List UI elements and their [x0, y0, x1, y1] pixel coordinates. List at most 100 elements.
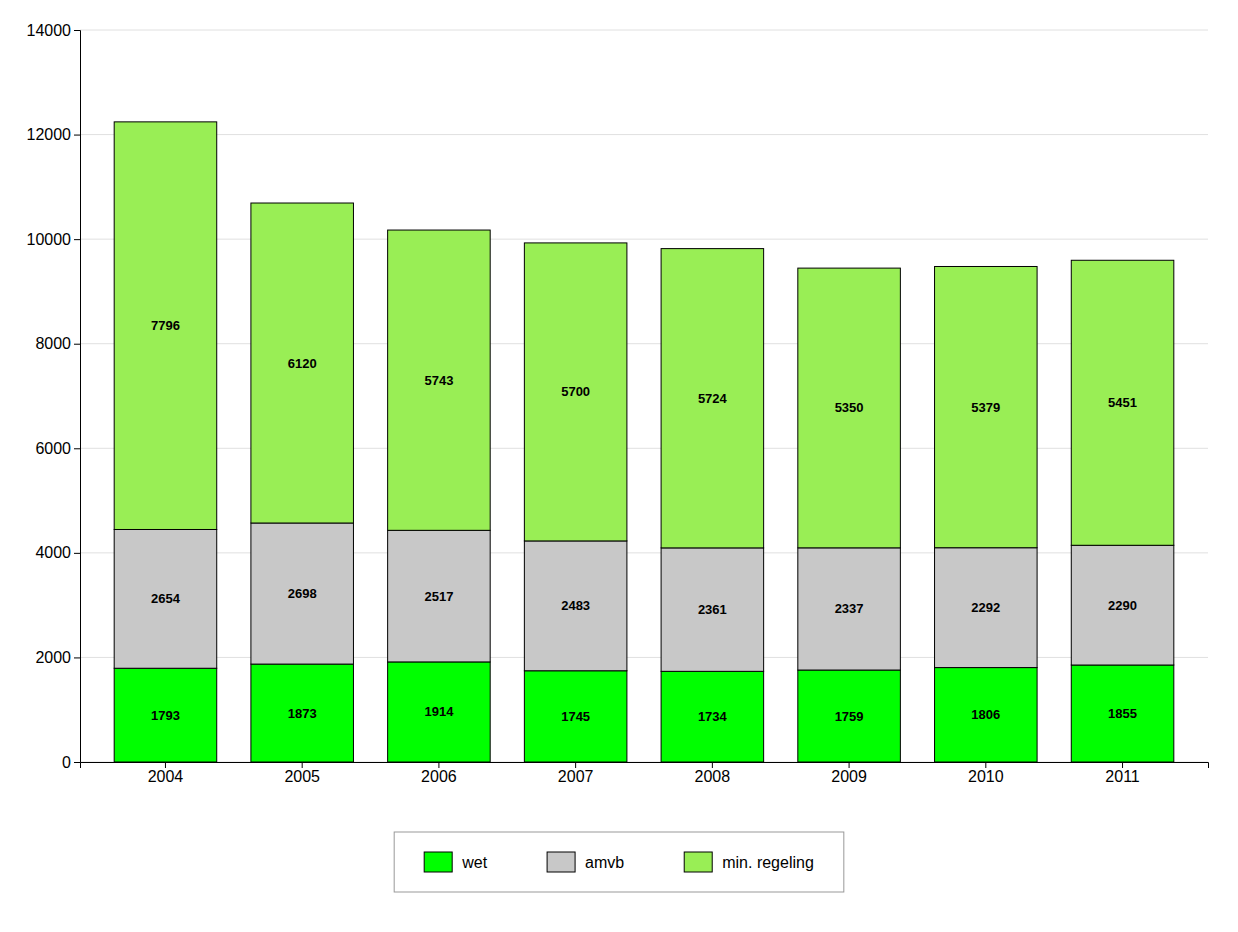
- legend-box: [394, 832, 844, 892]
- axis-line: [81, 763, 1209, 769]
- tick-label: 2011: [1105, 768, 1140, 785]
- tick: 12000: [27, 126, 81, 143]
- tick-mark: [74, 657, 80, 658]
- tick-label: 0: [62, 754, 71, 771]
- data-label: 2483: [561, 598, 590, 613]
- grid-line: [80, 134, 1208, 135]
- data-label: 2654: [151, 591, 181, 606]
- tick-mark: [74, 30, 80, 31]
- data-label: 1734: [698, 709, 728, 724]
- bar: [251, 203, 354, 523]
- tick: 4000: [35, 544, 80, 561]
- grid-line: [80, 239, 1208, 240]
- tick: 2007: [558, 762, 594, 785]
- data-label: 2517: [424, 589, 453, 604]
- tick: 2000: [35, 649, 80, 666]
- legend-items: wet amvb min. regeling: [424, 852, 814, 872]
- tick-label: 2004: [148, 768, 184, 785]
- legend-item: amvb: [547, 852, 624, 872]
- tick-mark: [1122, 762, 1123, 768]
- data-label: 5700: [561, 384, 590, 399]
- data-label: 6120: [288, 356, 317, 371]
- tick: 2006: [421, 762, 457, 785]
- tick-mark: [575, 762, 576, 768]
- tick-mark: [74, 135, 80, 136]
- tick-mark: [849, 762, 850, 768]
- data-label: 1855: [1108, 706, 1137, 721]
- grid-line: [80, 448, 1208, 449]
- bar: [661, 548, 764, 671]
- bar: [251, 523, 354, 664]
- bar: [388, 530, 491, 662]
- tick-mark: [165, 762, 166, 768]
- bar: [798, 268, 901, 548]
- bars: [114, 122, 1174, 762]
- data-label: 1745: [561, 709, 590, 724]
- tick-label: 10000: [27, 231, 72, 248]
- tick-mark: [438, 762, 439, 768]
- grid-line: [80, 552, 1208, 553]
- bar: [251, 664, 354, 762]
- bar: [935, 548, 1038, 668]
- legend-item: min. regeling: [684, 852, 814, 872]
- tick: 2011: [1105, 762, 1140, 785]
- bar: [798, 670, 901, 762]
- tick: 2008: [695, 762, 731, 785]
- bar: [524, 541, 627, 671]
- tick: 2010: [968, 762, 1004, 785]
- legend-label: min. regeling: [722, 854, 814, 871]
- tick: 2004: [148, 762, 184, 785]
- legend-swatch: [684, 852, 712, 872]
- grid-line: [80, 30, 1208, 31]
- tick-mark: [712, 762, 713, 768]
- grid: [80, 30, 1208, 762]
- data-label: 2290: [1108, 598, 1137, 613]
- tick: 8000: [35, 335, 80, 352]
- bar: [388, 662, 491, 762]
- data-label: 1806: [971, 707, 1000, 722]
- tick-label: 2006: [421, 768, 457, 785]
- data-label: 1914: [424, 704, 454, 719]
- data-label: 1793: [151, 708, 180, 723]
- tick: 0: [62, 754, 80, 771]
- bar: [798, 548, 901, 670]
- tick-mark: [74, 344, 80, 345]
- bar: [661, 671, 764, 762]
- legend-swatch: [424, 852, 452, 872]
- data-labels: 1793187319141745173417591806185526542698…: [151, 318, 1137, 724]
- legend: wet amvb min. regeling: [394, 832, 844, 892]
- data-label: 5724: [698, 391, 728, 406]
- data-label: 7796: [151, 318, 180, 333]
- tick-label: 2010: [968, 768, 1004, 785]
- tick-label: 2009: [831, 768, 867, 785]
- data-label: 2292: [971, 600, 1000, 615]
- bar: [661, 249, 764, 548]
- data-label: 1759: [835, 709, 864, 724]
- tick-label: 2000: [35, 649, 71, 666]
- tick-label: 8000: [35, 335, 71, 352]
- legend-label: amvb: [585, 854, 624, 871]
- grid-line: [80, 657, 1208, 658]
- tick-label: 2007: [558, 768, 594, 785]
- tick: 6000: [35, 440, 80, 457]
- data-label: 5350: [835, 400, 864, 415]
- tick-mark: [74, 239, 80, 240]
- x-axis: 20042005200620072008200920102011: [81, 762, 1209, 785]
- data-label: 1873: [288, 706, 317, 721]
- bar: [1071, 545, 1174, 665]
- legend-item: wet: [424, 852, 487, 872]
- tick-mark: [74, 762, 80, 763]
- data-label: 5451: [1108, 395, 1137, 410]
- data-label: 2361: [698, 602, 727, 617]
- series-bars: [114, 122, 1174, 548]
- tick-label: 2008: [695, 768, 731, 785]
- bar: [935, 266, 1038, 547]
- bar: [114, 122, 217, 530]
- bar: [114, 529, 217, 668]
- tick-label: 14000: [27, 22, 72, 39]
- bar: [524, 243, 627, 541]
- grid-line: [80, 343, 1208, 344]
- tick-mark: [74, 553, 80, 554]
- bar: [524, 671, 627, 762]
- tick: 14000: [27, 22, 81, 39]
